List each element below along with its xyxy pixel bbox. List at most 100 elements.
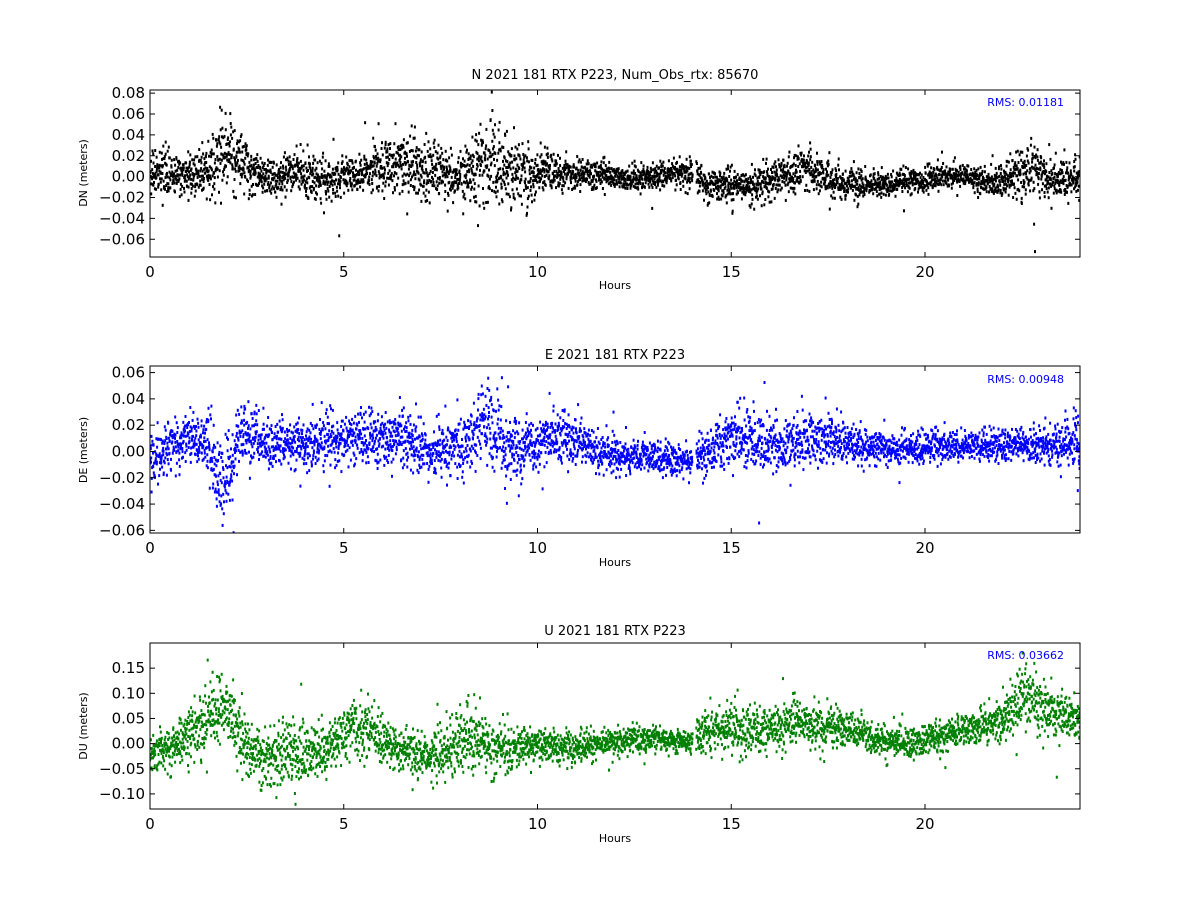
panel-n-point — [990, 162, 993, 166]
panel-n-point — [300, 182, 303, 186]
panel-n-point — [886, 172, 889, 176]
panel-n-point — [911, 183, 914, 187]
panel-e-point — [257, 409, 260, 412]
panel-n-point — [362, 178, 365, 182]
panel-n-point — [990, 178, 993, 182]
panel-e-point — [304, 448, 307, 452]
panel-n-point — [476, 164, 479, 168]
panel-n-point — [471, 159, 474, 163]
panel-n-point — [574, 174, 577, 178]
panel-n-point — [659, 168, 662, 172]
panel-n-point — [416, 153, 419, 157]
panel-n-point — [898, 178, 901, 181]
panel-n-point — [365, 162, 368, 165]
panel-n-point — [563, 166, 566, 169]
panel-n-point — [284, 176, 287, 180]
panel-n-point — [625, 182, 628, 186]
panel-n-point — [1060, 169, 1063, 172]
panel-n-point — [931, 174, 933, 178]
panel-n-point — [787, 190, 790, 194]
panel-n-point — [442, 167, 445, 171]
panel-n-point — [816, 160, 819, 164]
panel-n-point — [232, 189, 235, 193]
panel-e-point — [249, 460, 252, 464]
panel-e-point — [206, 459, 209, 463]
panel-n-point — [324, 182, 327, 186]
panel-n-point — [525, 213, 528, 217]
panel-n-point — [317, 184, 320, 188]
panel-e-point — [192, 445, 195, 449]
panel-n-point — [406, 141, 409, 145]
panel-n-point — [528, 172, 531, 176]
panel-n-point — [393, 174, 395, 178]
panel-n-point — [972, 184, 975, 188]
panel-n-point — [1052, 177, 1055, 180]
panel-n-point — [840, 184, 843, 188]
panel-n-point — [532, 179, 534, 183]
panel-n-point — [166, 182, 169, 186]
panel-n-point — [942, 162, 945, 165]
panel-e-point — [184, 415, 187, 418]
panel-n-point — [295, 163, 298, 167]
panel-n-point — [834, 185, 837, 188]
panel-n-point — [1029, 189, 1032, 193]
panel-n-point — [810, 170, 813, 174]
panel-n-point — [510, 178, 513, 182]
panel-n-point — [240, 158, 243, 162]
panel-n-point — [1010, 172, 1013, 176]
panel-e-point — [174, 436, 176, 440]
panel-n-point — [902, 184, 905, 188]
panel-n-point — [927, 182, 930, 186]
panel-n-point — [989, 187, 992, 191]
panel-n-point — [323, 174, 326, 178]
panel-n-point — [154, 149, 157, 152]
panel-n-point — [353, 165, 355, 169]
panel-e-point — [247, 432, 250, 436]
panel-n-point — [184, 178, 187, 182]
panel-e-point — [205, 420, 208, 424]
panel-n-point — [186, 166, 189, 170]
panel-n-point — [910, 170, 913, 174]
panel-n-point — [651, 186, 654, 189]
panel-n-point — [410, 124, 413, 128]
panel-e-point — [250, 456, 253, 460]
panel-n-point — [491, 153, 494, 157]
panel-n-point — [188, 165, 191, 169]
panel-n-point — [728, 182, 731, 186]
panel-n-point — [425, 188, 428, 192]
panel-n-point — [907, 181, 910, 185]
panel-n-point — [474, 194, 477, 198]
panel-e-point — [255, 403, 258, 407]
panel-n-point — [574, 186, 577, 190]
panel-e-point — [194, 442, 197, 446]
panel-n-point — [817, 192, 820, 196]
panel-n-point — [428, 172, 431, 176]
panel-n-point — [869, 173, 872, 177]
panel-e-point — [284, 437, 287, 441]
panel-n-point — [315, 184, 318, 188]
panel-e-point — [263, 427, 265, 431]
panel-n-point — [461, 189, 464, 193]
panel-n-point — [1025, 164, 1028, 167]
panel-n-point — [538, 176, 541, 180]
panel-n-point — [359, 185, 362, 189]
panel-n-point — [451, 186, 454, 190]
panel-n-point — [736, 173, 739, 176]
panel-n-point — [196, 155, 199, 159]
panel-n-point — [317, 179, 320, 183]
panel-n-point — [191, 184, 194, 188]
panel-n-point — [667, 159, 670, 163]
panel-n-point — [1059, 168, 1062, 172]
panel-n-point — [700, 164, 703, 168]
panel-n-point — [1055, 191, 1058, 195]
panel-e-point — [178, 473, 181, 477]
panel-n-point — [1053, 187, 1056, 191]
panel-n-point — [493, 157, 495, 161]
panel-n-point — [423, 181, 425, 184]
panel-n-point — [813, 179, 816, 183]
panel-n-point — [524, 177, 527, 181]
panel-e-point — [279, 444, 282, 448]
panel-e-point — [237, 438, 240, 442]
panel-n-point — [837, 157, 840, 161]
panel-n-point — [186, 184, 189, 188]
